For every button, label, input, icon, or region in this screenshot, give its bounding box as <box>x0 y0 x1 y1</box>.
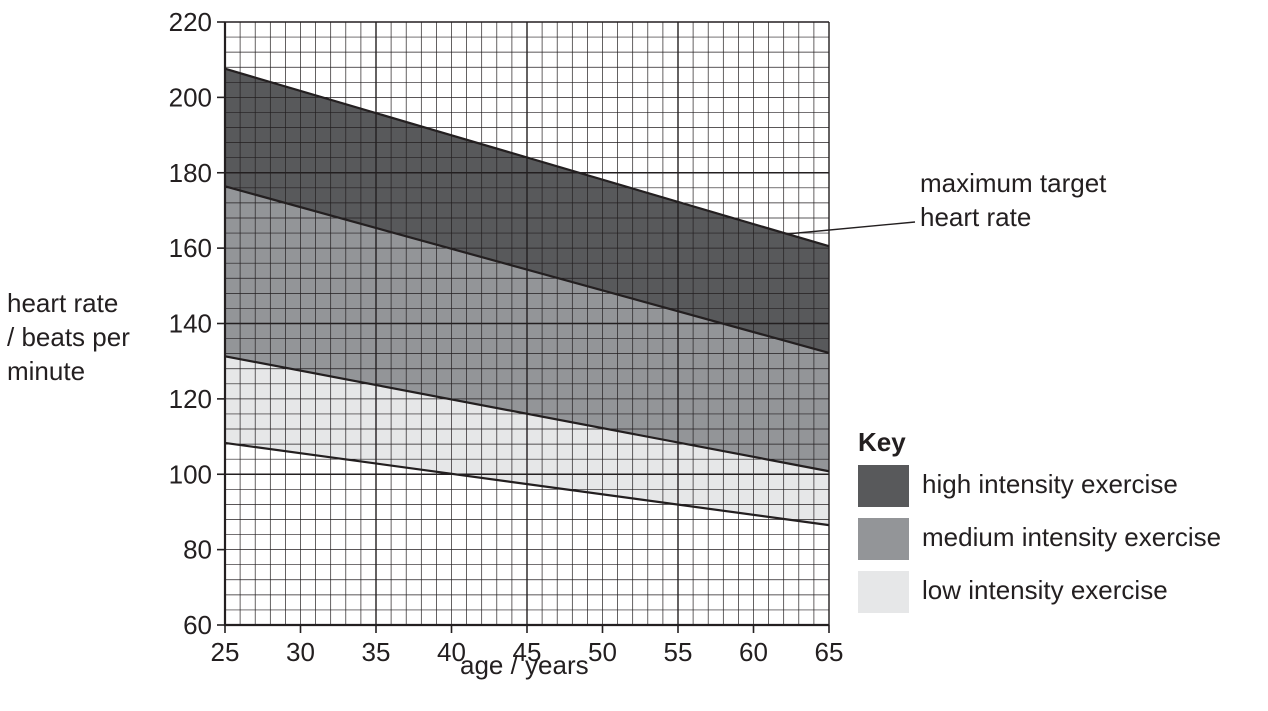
boundary-lines <box>224 67 830 527</box>
y-tick-label: 80 <box>183 535 212 565</box>
y-tick-label: 60 <box>183 610 212 640</box>
x-tick-label: 50 <box>588 637 617 667</box>
boundary-line-2 <box>224 185 830 354</box>
x-tick-label: 45 <box>513 637 542 667</box>
y-axis-label-line-1: heart rate <box>7 288 119 318</box>
boundary-line-4 <box>224 441 830 527</box>
max-target-annotation: maximum target heart rate <box>920 166 1106 234</box>
legend-label-high: high intensity exercise <box>922 469 1178 499</box>
y-axis-label-line-3: minute <box>7 356 86 386</box>
y-axis-label: heart rate / beats per minute <box>7 286 130 388</box>
x-tick-label: 65 <box>815 637 844 667</box>
chart-axes <box>217 21 830 633</box>
y-tick-label: 220 <box>169 7 212 37</box>
y-tick-label: 120 <box>169 384 212 414</box>
y-tick-label: 200 <box>169 82 212 112</box>
y-tick-label: 100 <box>169 459 212 489</box>
y-axis-label-line-2: / beats per <box>7 322 130 352</box>
legend-swatch-low <box>858 571 909 613</box>
x-tick-label: 60 <box>739 637 768 667</box>
legend-swatch-medium <box>858 518 909 560</box>
legend-label-medium: medium intensity exercise <box>922 522 1222 552</box>
legend-label-low: low intensity exercise <box>922 575 1168 605</box>
x-tick-label: 25 <box>211 637 240 667</box>
legend-title: Key <box>858 427 906 457</box>
y-tick-label: 140 <box>169 309 212 339</box>
x-tick-label: 35 <box>362 637 391 667</box>
legend-swatch-high <box>858 465 909 507</box>
x-tick-label: 40 <box>437 637 466 667</box>
boundary-line-3 <box>224 355 830 473</box>
chart-grid <box>224 21 830 626</box>
x-tick-label: 55 <box>664 637 693 667</box>
y-tick-label: 180 <box>169 158 212 188</box>
annotation-leader-line <box>786 221 916 235</box>
boundary-line-1 <box>224 67 830 248</box>
annotation-line-2: heart rate <box>920 202 1032 232</box>
x-axis-label: age / years <box>460 650 589 680</box>
x-tick-label: 30 <box>286 637 315 667</box>
annotation-line-1: maximum target <box>920 168 1107 198</box>
tick-labels: 25 30 35 40 45 50 55 60 65 60 80 100 120 140 160 180 200… <box>169 7 844 667</box>
y-tick-label: 160 <box>169 233 212 263</box>
